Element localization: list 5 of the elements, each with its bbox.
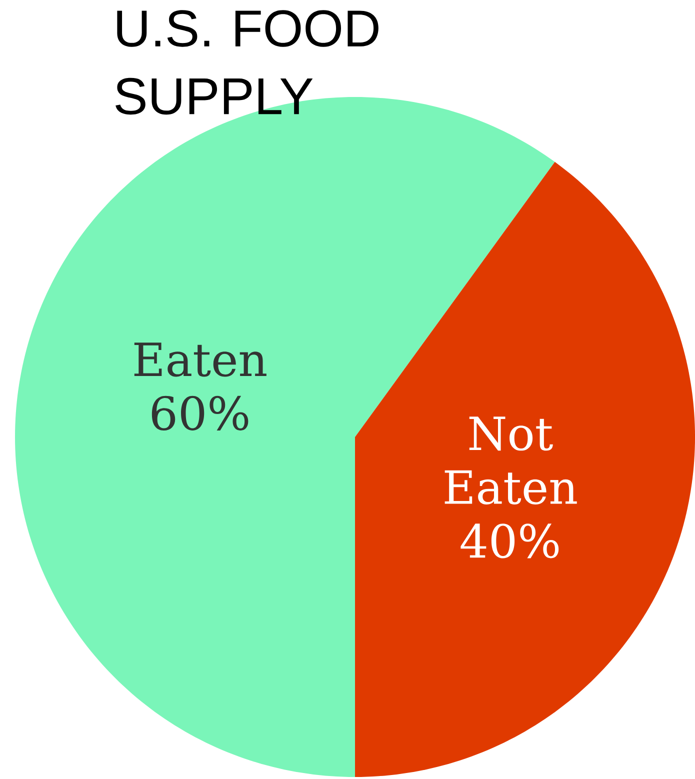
data-label: 40% (460, 524, 559, 558)
slice-label: Eaten (134, 342, 266, 377)
chart-title: U.S. FOOD SUPPLY (116, 10, 378, 115)
slice-label: Not Eaten (444, 416, 577, 504)
data-label: 60% (152, 396, 248, 430)
